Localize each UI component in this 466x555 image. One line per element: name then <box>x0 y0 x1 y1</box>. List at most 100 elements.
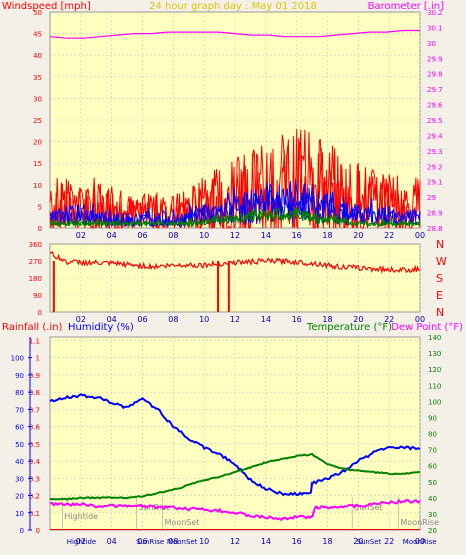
wind-y-tick-label: 45 <box>33 31 42 39</box>
humidity-x-tick-label: 14 <box>261 537 271 546</box>
temperature-series-line <box>49 452 420 501</box>
temperature-tick-label: 140 <box>428 334 441 342</box>
direction-x-tick-label: 20 <box>353 315 363 324</box>
wind-series-line <box>49 207 421 228</box>
direction-x-tick-label: 14 <box>261 315 271 324</box>
barometer-tick-label: 29.4 <box>427 132 443 140</box>
rainfall-tick-label: 0 <box>36 527 40 535</box>
wind-y-tick-label: 15 <box>33 160 42 168</box>
wind-series-line <box>49 180 421 228</box>
dewpoint-axis-label: Dew Point (°F) <box>391 322 463 333</box>
temperature-tick-label: 20 <box>428 527 437 535</box>
direction-x-tick-label: 04 <box>107 315 117 324</box>
wind-series-line <box>49 129 421 230</box>
wind-x-tick-label: 20 <box>353 231 363 240</box>
direction-x-tick-label: 00 <box>415 315 425 324</box>
temperature-axis-label: Temperature (°F) <box>306 322 392 333</box>
event-bottom-label: MoonSet <box>167 538 198 546</box>
temperature-tick-label: 40 <box>428 495 437 503</box>
barometer-tick-label: 30.2 <box>427 9 443 17</box>
temperature-tick-label: 50 <box>428 479 437 487</box>
wind-x-tick-label: 00 <box>415 231 425 240</box>
chart-layer: 0510152025303540455028.828.92929.129.229… <box>11 9 447 546</box>
wind-x-tick-label: 12 <box>230 231 240 240</box>
rainfall-tick-label: 0.1 <box>29 510 40 518</box>
temperature-tick-label: 130 <box>428 350 441 358</box>
direction-x-tick-label: 06 <box>137 315 147 324</box>
compass-label: N <box>436 238 444 251</box>
wind-y-tick-label: 0 <box>38 225 42 233</box>
compass-label: N <box>436 306 444 319</box>
barometer-tick-label: 29 <box>427 194 436 202</box>
humidity-x-tick-label: 04 <box>107 537 117 546</box>
humidity-tick-label: 0 <box>20 527 24 535</box>
barometer-tick-label: 29.9 <box>427 55 443 63</box>
temperature-tick-label: 30 <box>428 511 437 519</box>
dewpoint-series-line <box>49 498 421 522</box>
direction-series-line <box>49 251 421 275</box>
event-marker-label: MoonSet <box>165 518 200 527</box>
humidity-axis-label: Humidity (%) <box>68 322 134 333</box>
barometer-tick-label: 29.8 <box>427 71 443 79</box>
wind-x-tick-label: 16 <box>292 231 302 240</box>
windspeed-axis-label: Windspeed [mph] <box>2 1 91 12</box>
wind-x-tick-label: 22 <box>384 231 394 240</box>
wind-y-tick-label: 25 <box>33 117 42 125</box>
humidity-tick-label: 50 <box>15 441 24 449</box>
event-bottom-label: SunRise <box>136 538 164 546</box>
humidity-x-tick-label: 10 <box>199 537 209 546</box>
direction-x-tick-label: 02 <box>76 315 86 324</box>
wind-y-tick-label: 35 <box>33 74 42 82</box>
humidity-tick-label: 30 <box>15 475 24 483</box>
barometer-tick-label: 28.8 <box>427 225 443 233</box>
rainfall-tick-label: 0.2 <box>29 493 40 501</box>
wind-y-tick-label: 50 <box>33 9 42 17</box>
wind-x-tick-label: 18 <box>322 231 332 240</box>
humidity-x-tick-label: 12 <box>230 537 240 546</box>
rainfall-tick-label: 0.7 <box>29 406 40 414</box>
direction-x-tick-label: 18 <box>322 315 332 324</box>
humidity-x-tick-label: 00 <box>415 537 425 546</box>
wind-x-tick-label: 14 <box>261 231 271 240</box>
humidity-tick-label: 70 <box>15 406 24 414</box>
barometer-tick-label: 29.7 <box>427 86 443 94</box>
direction-x-tick-label: 10 <box>199 315 209 324</box>
barometer-tick-label: 28.9 <box>427 210 443 218</box>
wind-x-tick-label: 08 <box>168 231 178 240</box>
rainfall-axis-label: Rainfall (.in) <box>2 322 63 333</box>
rainfall-tick-label: 1.1 <box>29 337 40 345</box>
wind-y-tick-label: 10 <box>33 182 42 190</box>
temperature-tick-label: 60 <box>428 463 437 471</box>
humidity-tick-label: 90 <box>15 372 24 380</box>
humidity-x-tick-label: 20 <box>353 537 363 546</box>
humidity-x-tick-label: 06 <box>137 537 147 546</box>
direction-y-tick-label: 90 <box>33 292 42 300</box>
humidity-x-tick-label: 16 <box>292 537 302 546</box>
wind-y-tick-label: 5 <box>38 203 42 211</box>
humidity-x-tick-label: 08 <box>168 537 178 546</box>
wind-y-tick-label: 30 <box>33 95 42 103</box>
barometer-tick-label: 29.5 <box>427 117 443 125</box>
compass-label: E <box>436 289 443 302</box>
wind-x-tick-label: 06 <box>137 231 147 240</box>
rainfall-tick-label: 0.6 <box>29 424 41 432</box>
rainfall-tick-label: 0.3 <box>29 475 40 483</box>
temperature-tick-label: 110 <box>428 382 441 390</box>
event-bottom-label: SunSet <box>357 538 382 546</box>
humidity-tick-label: 10 <box>15 510 24 518</box>
direction-y-tick-label: 0 <box>38 309 42 317</box>
barometer-tick-label: 30 <box>427 40 436 48</box>
compass-label: S <box>436 272 443 285</box>
direction-x-tick-label: 12 <box>230 315 240 324</box>
wind-y-tick-label: 40 <box>33 52 42 60</box>
temperature-tick-label: 80 <box>428 431 437 439</box>
wind-x-tick-label: 10 <box>199 231 209 240</box>
direction-x-tick-label: 08 <box>168 315 178 324</box>
rainfall-tick-label: 1 <box>36 355 40 363</box>
event-marker-label: MoonRise <box>400 518 439 527</box>
temperature-tick-label: 70 <box>428 447 437 455</box>
humidity-x-tick-label: 02 <box>76 537 86 546</box>
barometer-tick-label: 29.6 <box>427 102 443 110</box>
chart-title: 24 hour graph day : May 01 2018 <box>149 1 317 12</box>
